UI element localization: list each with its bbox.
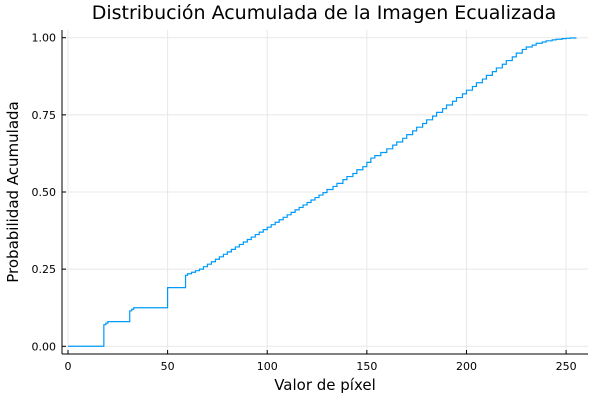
x-tick-label: 200 <box>456 360 477 373</box>
cdf-series-line <box>67 37 577 347</box>
y-tick-label: 0.75 <box>32 109 57 122</box>
x-tick-label: 250 <box>556 360 577 373</box>
x-axis-label: Valor de píxel <box>274 376 376 394</box>
grid-lines <box>62 30 588 354</box>
y-tick-label: 0.25 <box>32 263 57 276</box>
y-ticks: 0.00 0.25 0.50 0.75 1.00 <box>32 32 66 353</box>
x-ticks: 0 50 100 150 200 250 <box>64 350 577 373</box>
chart-title: Distribución Acumulada de la Imagen Ecua… <box>92 2 557 24</box>
y-tick-label: 1.00 <box>32 32 57 45</box>
y-tick-label: 0.50 <box>32 186 57 199</box>
x-tick-label: 150 <box>356 360 377 373</box>
y-tick-label: 0.00 <box>32 340 57 353</box>
x-tick-label: 0 <box>64 360 71 373</box>
y-axis-label: Probabilidad Acumulada <box>4 101 22 282</box>
x-tick-label: 100 <box>257 360 278 373</box>
x-tick-label: 50 <box>161 360 175 373</box>
